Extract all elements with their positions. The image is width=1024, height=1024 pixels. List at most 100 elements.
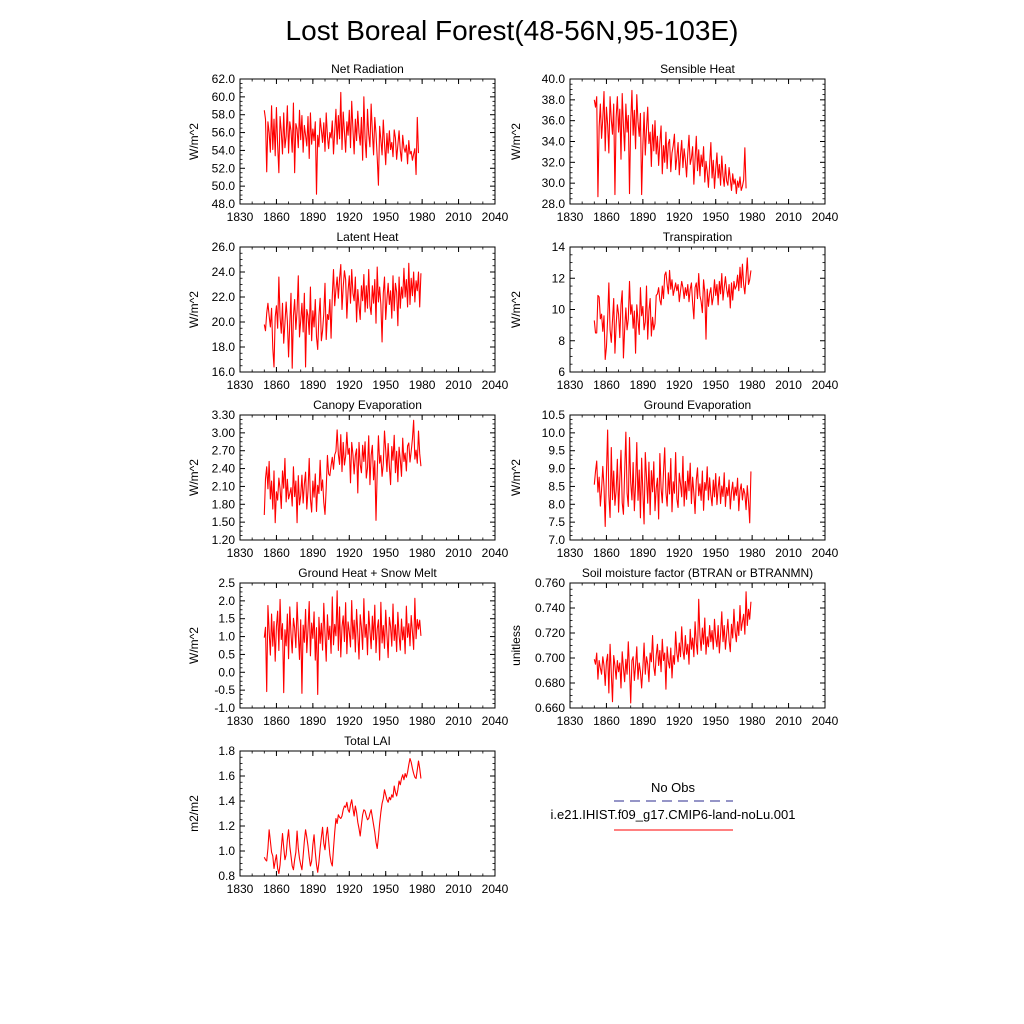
- panel-title: Ground Heat + Snow Melt: [298, 566, 437, 580]
- panels: Net Radiation 1830 1860 1890 1920 1950 1980 201…: [187, 62, 839, 896]
- x-tick-label: 1950: [702, 714, 729, 728]
- x-tick-label: 2010: [445, 378, 472, 392]
- y-tick-label: 32.0: [542, 155, 566, 169]
- y-tick-label: 24.0: [212, 265, 236, 279]
- y-axis-label: W/m^2: [509, 123, 523, 160]
- y-tick-label: 0.760: [535, 576, 565, 590]
- y-tick-label: 9.0: [548, 462, 565, 476]
- x-tick-label: 1830: [227, 714, 254, 728]
- x-tick-label: 2040: [482, 378, 509, 392]
- x-tick-label: 2010: [775, 210, 802, 224]
- y-tick-label: 62.0: [212, 72, 236, 86]
- y-tick-label: 58.0: [212, 108, 236, 122]
- y-tick-label: 14: [552, 240, 566, 254]
- y-tick-label: 0.680: [535, 676, 565, 690]
- x-tick-label: 2040: [812, 210, 839, 224]
- y-tick-label: 1.0: [218, 630, 235, 644]
- panel-3: Transpiration 1830 1860 1890 1920 1950 1980 201…: [509, 230, 839, 392]
- panel-8: Total LAI 1830 1860 1890 1920 1950 1980 2010 204…: [187, 734, 509, 896]
- x-tick-label: 1890: [300, 714, 327, 728]
- panel-7: Soil moisture factor (BTRAN or BTRANMN) 1…: [509, 566, 839, 728]
- panel-5: Ground Evaporation 1830 1860 1890 1920 1950 19…: [509, 398, 839, 560]
- x-tick-label: 1860: [263, 210, 290, 224]
- panel-6: Ground Heat + Snow Melt 1830 1860 1890 1920 1…: [187, 566, 509, 728]
- legend: No Obs i.e21.IHIST.f09_g17.CMIP6-land-no…: [551, 780, 796, 831]
- y-tick-label: 34.0: [542, 135, 566, 149]
- x-tick-label: 2010: [775, 714, 802, 728]
- y-tick-label: 10.0: [542, 426, 566, 440]
- x-tick-label: 1980: [409, 714, 436, 728]
- series-line: [263, 590, 422, 695]
- x-tick-label: 1890: [300, 210, 327, 224]
- y-axis-label: W/m^2: [509, 291, 523, 328]
- x-tick-label: 1860: [263, 714, 290, 728]
- x-tick-label: 1980: [409, 210, 436, 224]
- x-tick-label: 1980: [739, 714, 766, 728]
- y-tick-label: -1.0: [214, 701, 235, 715]
- y-tick-label: 9.5: [548, 444, 565, 458]
- panel-2: Latent Heat 1830 1860 1890 1920 1950 1980 2010 2…: [187, 230, 509, 392]
- x-tick-label: 1920: [336, 378, 363, 392]
- x-tick-label: 1950: [372, 714, 399, 728]
- x-tick-label: 2010: [775, 546, 802, 560]
- x-tick-label: 1980: [739, 378, 766, 392]
- x-tick-label: 1830: [227, 210, 254, 224]
- x-tick-label: 1890: [630, 546, 657, 560]
- x-tick-label: 1830: [227, 882, 254, 896]
- y-tick-label: 6: [558, 365, 565, 379]
- figure-title: Lost Boreal Forest(48-56N,95-103E): [286, 15, 739, 46]
- x-tick-label: 1950: [372, 546, 399, 560]
- y-tick-label: 30.0: [542, 176, 566, 190]
- y-tick-label: 28.0: [542, 197, 566, 211]
- y-tick-label: 0.660: [535, 701, 565, 715]
- x-tick-label: 1860: [593, 378, 620, 392]
- series-line: [263, 91, 420, 195]
- panel-title: Sensible Heat: [660, 62, 735, 76]
- panel-1: Sensible Heat 1830 1860 1890 1920 1950 1980 201…: [509, 62, 839, 224]
- x-tick-label: 2040: [482, 210, 509, 224]
- y-tick-label: 2.10: [212, 479, 236, 493]
- x-tick-label: 1980: [409, 882, 436, 896]
- y-tick-label: 1.6: [218, 769, 235, 783]
- panel-0: Net Radiation 1830 1860 1890 1920 1950 1980 201…: [187, 62, 509, 224]
- x-tick-label: 1950: [702, 546, 729, 560]
- x-tick-label: 2040: [812, 546, 839, 560]
- x-tick-label: 2010: [445, 882, 472, 896]
- x-tick-label: 1980: [739, 546, 766, 560]
- series-line: [263, 419, 422, 524]
- y-tick-label: 56.0: [212, 126, 236, 140]
- panel-title: Net Radiation: [331, 62, 404, 76]
- x-tick-label: 1860: [263, 882, 290, 896]
- series-line: [263, 262, 422, 369]
- x-tick-label: 1860: [593, 210, 620, 224]
- y-tick-label: 7.5: [548, 515, 565, 529]
- y-tick-label: 1.80: [212, 497, 236, 511]
- y-tick-label: 2.70: [212, 444, 236, 458]
- x-tick-label: 1830: [557, 714, 584, 728]
- x-tick-label: 1920: [336, 882, 363, 896]
- y-tick-label: 1.0: [218, 844, 235, 858]
- y-tick-label: 10.5: [542, 408, 566, 422]
- y-tick-label: 36.0: [542, 114, 566, 128]
- y-tick-label: 0.720: [535, 626, 565, 640]
- x-tick-label: 2040: [812, 714, 839, 728]
- y-tick-label: 1.5: [218, 612, 235, 626]
- x-tick-label: 1830: [227, 546, 254, 560]
- panel-title: Ground Evaporation: [644, 398, 751, 412]
- x-tick-label: 1920: [336, 546, 363, 560]
- y-tick-label: 2.5: [218, 576, 235, 590]
- x-tick-label: 1980: [409, 378, 436, 392]
- series-line: [593, 429, 752, 527]
- x-tick-label: 1830: [557, 378, 584, 392]
- legend-label-model-run: i.e21.IHIST.f09_g17.CMIP6-land-noLu.001: [551, 807, 796, 822]
- x-tick-label: 1920: [666, 546, 693, 560]
- x-tick-label: 1920: [336, 714, 363, 728]
- y-tick-label: 54.0: [212, 143, 236, 157]
- x-tick-label: 1980: [739, 210, 766, 224]
- panel-title: Latent Heat: [336, 230, 399, 244]
- y-tick-label: 3.30: [212, 408, 236, 422]
- x-tick-label: 2010: [775, 378, 802, 392]
- y-tick-label: 60.0: [212, 90, 236, 104]
- y-tick-label: 22.0: [212, 290, 236, 304]
- y-tick-label: 1.2: [218, 819, 235, 833]
